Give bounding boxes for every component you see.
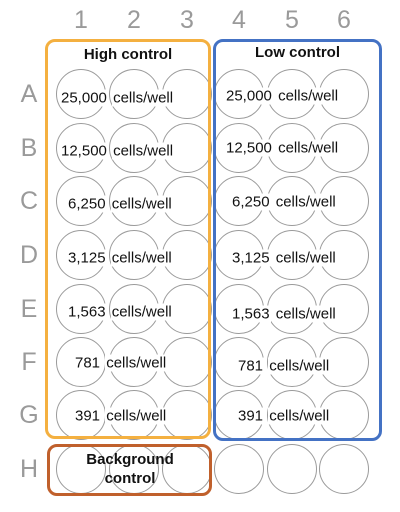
low-g-label: 391 cells/well (237, 407, 331, 425)
low-f-unit: cells/well (268, 357, 331, 375)
low-b-label: 12,500 cells/well (225, 139, 340, 157)
high-c-label: 6,250 cells/well (67, 195, 173, 213)
column-label-4: 4 (232, 6, 246, 34)
low-f-label: 781 cells/well (237, 357, 331, 375)
well-c6 (319, 176, 369, 226)
high-g-count: 391 (74, 407, 102, 425)
high-f-label: 781 cells/well (74, 354, 168, 372)
column-label-6: 6 (337, 6, 351, 34)
high-control-box (45, 39, 211, 439)
low-control-box (213, 39, 382, 441)
high-g-unit: cells/well (105, 407, 168, 425)
high-f-count: 781 (74, 354, 102, 372)
high-d-count: 3,125 (67, 249, 107, 267)
low-a-count: 25,000 (225, 87, 273, 105)
high-b-label: 12,500 cells/well (60, 142, 175, 160)
low-e-count: 1,563 (231, 305, 271, 323)
row-label-a: A (20, 80, 38, 108)
row-label-g: G (19, 401, 39, 429)
row-label-e: E (20, 295, 38, 323)
well-f3 (162, 337, 212, 387)
well-h4 (214, 444, 264, 494)
row-label-b: B (20, 134, 38, 162)
low-d-unit: cells/well (274, 249, 337, 267)
low-b-count: 12,500 (225, 139, 273, 157)
high-d-unit: cells/well (110, 249, 173, 267)
low-f-count: 781 (237, 357, 265, 375)
high-c-count: 6,250 (67, 195, 107, 213)
well-g3 (162, 390, 212, 440)
low-b-unit: cells/well (277, 139, 340, 157)
high-e-unit: cells/well (110, 303, 173, 321)
low-g-unit: cells/well (268, 407, 331, 425)
high-b-unit: cells/well (112, 142, 175, 160)
well-h5 (267, 444, 317, 494)
high-g-label: 391 cells/well (74, 407, 168, 425)
high-a-label: 25,000 cells/well (60, 89, 175, 107)
column-label-5: 5 (285, 6, 299, 34)
high-e-label: 1,563 cells/well (67, 303, 173, 321)
well-a6 (319, 69, 369, 119)
row-label-d: D (19, 241, 39, 269)
high-a-unit: cells/well (112, 89, 175, 107)
high-b-count: 12,500 (60, 142, 108, 160)
column-label-2: 2 (127, 6, 141, 34)
low-e-label: 1,563 cells/well (231, 305, 337, 323)
well-e6 (319, 284, 369, 334)
high-control-title: High control (83, 46, 173, 63)
low-e-unit: cells/well (274, 305, 337, 323)
low-d-label: 3,125 cells/well (231, 249, 337, 267)
low-c-unit: cells/well (274, 193, 337, 211)
row-label-c: C (19, 187, 39, 215)
low-a-unit: cells/well (277, 87, 340, 105)
column-label-1: 1 (74, 6, 88, 34)
background-control-box (47, 444, 212, 496)
background-control-title-line1: Background (86, 451, 174, 468)
low-g-count: 391 (237, 407, 265, 425)
column-label-3: 3 (180, 6, 194, 34)
low-a-label: 25,000 cells/well (225, 87, 340, 105)
high-e-count: 1,563 (67, 303, 107, 321)
row-label-h: H (19, 455, 39, 483)
low-c-label: 6,250 cells/well (231, 193, 337, 211)
high-d-label: 3,125 cells/well (67, 249, 173, 267)
background-control-title-line2: control (104, 469, 156, 487)
high-c-unit: cells/well (110, 195, 173, 213)
low-control-title: Low control (255, 44, 340, 61)
row-label-f: F (21, 348, 37, 376)
low-c-count: 6,250 (231, 193, 271, 211)
high-f-unit: cells/well (105, 354, 168, 372)
well-h6 (319, 444, 369, 494)
low-d-count: 3,125 (231, 249, 271, 267)
high-a-count: 25,000 (60, 89, 108, 107)
background-control-title: Background control (50, 451, 210, 489)
